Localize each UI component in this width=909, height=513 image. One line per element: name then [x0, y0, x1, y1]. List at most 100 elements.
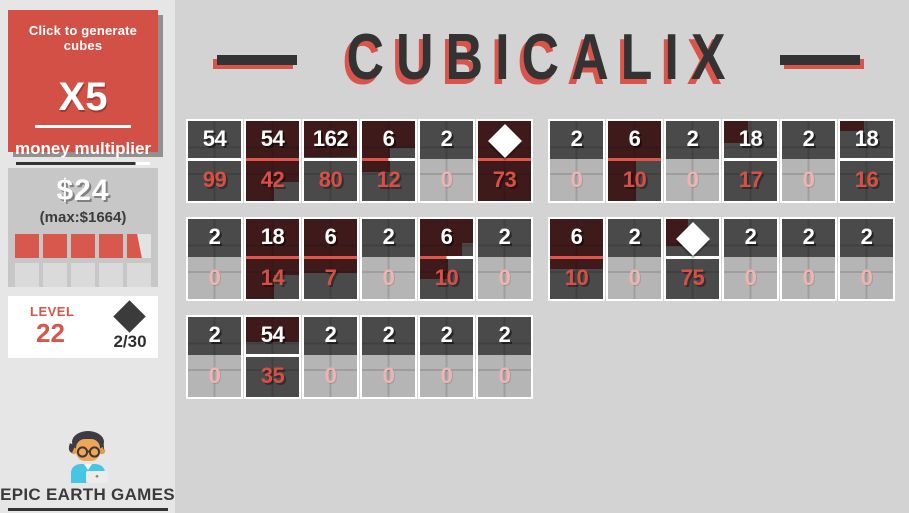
cube-stack-fill: [362, 121, 415, 149]
card-inactive-zone: [362, 354, 415, 397]
cube-value: 18: [260, 224, 285, 250]
cube-stack-fill: [420, 219, 473, 243]
money-progress-cell-empty: [127, 263, 151, 287]
cube-group-2: 2 0 6 10 2 0 18 17 2 0 18 16: [548, 119, 895, 203]
card-separator: [478, 157, 531, 161]
cube-count: 0: [802, 167, 815, 193]
cube-count: 14: [260, 265, 285, 291]
cube-stack-fill: [246, 181, 274, 201]
cube-value: 18: [738, 126, 763, 152]
cube-card[interactable]: 6 10: [418, 217, 475, 301]
cube-count: 0: [208, 363, 221, 389]
money-progress-cell-full: [43, 234, 67, 258]
cube-count: 0: [498, 363, 511, 389]
cube-group-4: 6 10 2 0 75 2 0 2 0 2 0: [548, 217, 895, 301]
cube-count: 17: [738, 167, 763, 193]
money-progress-cell-partial: [127, 234, 151, 258]
cube-stack-fill: [550, 219, 603, 270]
cube-value: 2: [382, 322, 395, 348]
cube-card[interactable]: 75: [664, 217, 721, 301]
card-separator: [188, 157, 241, 161]
cube-count: 10: [564, 265, 589, 291]
level-value: 22: [36, 318, 65, 348]
money-multiplier-label: money multiplier: [14, 139, 152, 158]
cube-group-1: 54 99 54 42 162 80 6 12 2 0 73: [186, 119, 533, 203]
card-separator: [246, 255, 299, 259]
cube-value: 2: [208, 322, 221, 348]
cube-value: 2: [498, 322, 511, 348]
cube-value: 6: [324, 224, 337, 250]
card-inactive-zone: [724, 256, 777, 299]
cube-stack-fill: [608, 121, 661, 159]
cube-stack-fill: [840, 121, 865, 132]
cube-card[interactable]: 6 10: [548, 217, 605, 301]
cube-stack-fill: [246, 219, 299, 275]
card-separator: [246, 157, 299, 161]
cube-count: 42: [260, 167, 285, 193]
card-separator: [420, 255, 473, 259]
cube-value: 2: [686, 126, 699, 152]
money-progress-row-1: [8, 234, 158, 258]
cube-value: 54: [260, 322, 285, 348]
card-separator: [246, 353, 299, 357]
cube-value: 6: [440, 224, 453, 250]
cube-count: 16: [854, 167, 879, 193]
cube-value: 6: [628, 126, 641, 152]
card-inactive-zone: [188, 256, 241, 299]
generate-cubes-button[interactable]: Click to generate cubes X5 money multipl…: [8, 10, 158, 165]
cube-card[interactable]: 18 14: [244, 217, 301, 301]
brand-underline: [7, 508, 168, 511]
cube-card[interactable]: 162 80: [302, 119, 359, 203]
cube-stack-fill: [608, 158, 636, 201]
cube-card[interactable]: 54 42: [244, 119, 301, 203]
cube-card[interactable]: 54 35: [244, 315, 301, 399]
game-title: CUBICALIX: [346, 21, 738, 94]
cube-stack-fill: [246, 317, 299, 342]
money-panel: $24 (max:$1664): [8, 168, 158, 287]
cube-card[interactable]: 18 17: [722, 119, 779, 203]
card-inactive-zone: [782, 256, 835, 299]
cube-count: 10: [622, 167, 647, 193]
cube-count: 12: [376, 167, 401, 193]
money-progress-row-2: [8, 263, 158, 287]
card-separator: [608, 157, 661, 161]
game-board: CUBICALIX 54 99 54 42 162 80 6 12 2 0 73 2 0 6 10 2 0 18…: [175, 0, 909, 513]
cube-stack-fill: [420, 243, 448, 279]
cube-value: 2: [440, 322, 453, 348]
money-progress-cell-empty: [99, 263, 123, 287]
cube-card[interactable]: 73: [476, 119, 533, 203]
cube-value: 2: [628, 224, 641, 250]
card-inactive-zone: [304, 354, 357, 397]
cube-card[interactable]: 6 12: [360, 119, 417, 203]
generate-button-label: Click to generate cubes: [28, 23, 138, 53]
card-inactive-zone: [420, 158, 473, 201]
cube-count: 10: [434, 265, 459, 291]
cube-card[interactable]: 54 99: [186, 119, 243, 203]
cube-value: 2: [744, 224, 757, 250]
cube-card[interactable]: 18 16: [838, 119, 895, 203]
cube-card[interactable]: 6 10: [606, 119, 663, 203]
card-separator: [724, 157, 777, 161]
title-dash-left: [217, 55, 297, 65]
money-max-label: (max:$1664): [39, 209, 127, 226]
card-separator: [304, 255, 357, 259]
card-inactive-zone: [188, 354, 241, 397]
cube-value: 2: [440, 126, 453, 152]
